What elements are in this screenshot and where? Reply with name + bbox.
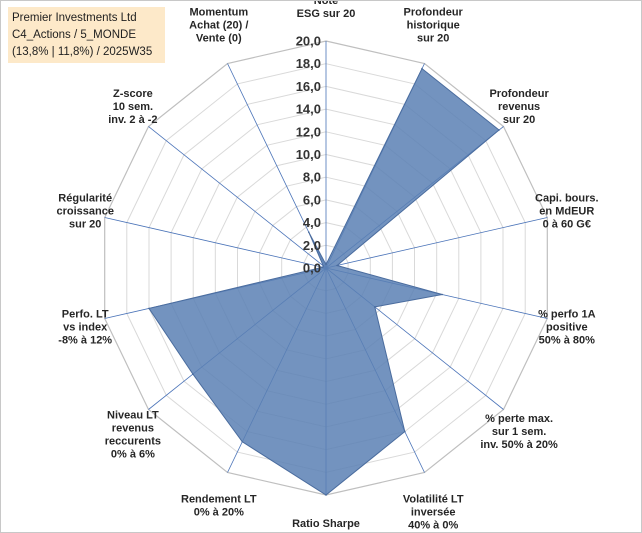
radar-tick-labels: 0,0 2,0 4,0 6,0 8,0 10,0 12,0 14,0 16,0 18,0 20,0 (296, 34, 321, 276)
category-label-1-line-0: Profondeur (404, 7, 464, 19)
category-label-9-line-0: Niveau LT (107, 409, 159, 421)
category-label-0: Note ESG sur 20 (297, 1, 356, 20)
category-label-13: Momentum Achat (20) / Vente (0) (189, 7, 248, 45)
tick-label-7: 14,0 (296, 102, 321, 117)
category-label-6-line-0: Volatilité LT (403, 494, 464, 506)
data-point-3 (336, 264, 338, 267)
spoke-12 (148, 126, 327, 269)
tick-label-3: 6,0 (303, 192, 321, 207)
category-label-11: Régularité croissance sur 20 (56, 193, 113, 231)
tick-label-1: 2,0 (303, 238, 321, 253)
category-label-9-line-1: revenus (112, 422, 154, 434)
category-label-2-line-0: Profondeur (489, 88, 549, 100)
category-label-8: Rendement LT 0% à 20% (181, 494, 257, 519)
spoke-11 (104, 217, 327, 269)
category-label-12-line-0: Z-score (113, 88, 153, 100)
category-label-2-line-1: revenus (498, 101, 540, 113)
data-point-11 (321, 266, 324, 269)
data-point-13 (308, 231, 310, 233)
category-label-11-line-0: Régularité (58, 193, 112, 205)
tick-label-9: 18,0 (296, 56, 321, 71)
data-point-9 (192, 373, 194, 375)
category-label-13-line-1: Achat (20) / (189, 20, 248, 32)
category-label-0-line-0: Note (314, 1, 338, 7)
category-label-1: Profondeur historique sur 20 (404, 7, 464, 45)
title-line-3: (13,8% | 11,8%) / 2025W35 (12, 46, 153, 58)
data-point-1 (421, 67, 423, 70)
category-label-12-line-1: 10 sem. (113, 101, 153, 113)
category-label-3: Capi. bours. en MdEUR 0 à 60 G€ (535, 193, 599, 231)
category-label-12: Z-score 10 sem. inv. 2 à -2 (108, 88, 157, 126)
radar-series (148, 67, 500, 496)
category-label-10-line-0: Perfo. LT (62, 309, 109, 321)
data-point-5 (374, 306, 376, 308)
category-label-2: Profondeur revenus sur 20 (489, 88, 549, 126)
tick-label-2: 4,0 (303, 215, 321, 230)
category-label-10: Perfo. LT vs index -8% à 12% (58, 309, 112, 347)
tick-label-5: 10,0 (296, 147, 321, 162)
title-line-1: Premier Investments Ltd (12, 12, 137, 24)
category-label-7: Ratio Sharpe0 à 1 (292, 518, 360, 532)
category-label-10-line-2: -8% à 12% (58, 335, 112, 347)
category-label-3-line-2: 0 à 60 G€ (543, 219, 591, 231)
category-label-11-line-2: sur 20 (69, 219, 101, 231)
category-label-9: Niveau LT revenus reccurents 0% à 6% (105, 409, 161, 460)
category-label-7-line-0: Ratio Sharpe (292, 518, 360, 530)
category-label-5-line-1: sur 1 sem. (492, 426, 546, 438)
category-label-4-line-0: % perfo 1A (538, 309, 596, 321)
category-label-4: % perfo 1A positive 50% à 80% (538, 309, 596, 347)
category-label-10-line-1: vs index (63, 322, 108, 334)
category-label-13-line-2: Vente (0) (196, 33, 242, 45)
category-label-12-line-2: inv. 2 à -2 (108, 114, 157, 126)
category-label-6: Volatilité LT inversée 40% à 0% (403, 494, 464, 532)
category-label-8-line-1: 0% à 20% (194, 507, 244, 519)
tick-label-6: 12,0 (296, 124, 321, 139)
data-point-10 (148, 307, 150, 310)
category-label-8-line-0: Rendement LT (181, 494, 257, 506)
category-label-6-line-1: inversée (411, 507, 456, 519)
tick-label-10: 20,0 (296, 34, 321, 49)
category-label-3-line-1: en MdEUR (539, 206, 594, 218)
data-point-0 (325, 263, 327, 266)
tick-label-8: 16,0 (296, 79, 321, 94)
category-label-5-line-0: % perte max. (485, 413, 553, 425)
spoke-3 (325, 217, 548, 269)
data-point-4 (441, 293, 444, 296)
category-label-13-line-0: Momentum (189, 7, 248, 19)
category-label-6-line-2: 40% à 0% (408, 520, 458, 532)
data-point-6 (404, 430, 406, 433)
category-label-1-line-2: sur 20 (417, 33, 449, 45)
title-line-2: C4_Actions / 5_MONDE (12, 29, 136, 41)
category-label-5: % perte max. sur 1 sem. inv. 50% à 20% (480, 413, 558, 451)
tick-label-0: 0,0 (303, 261, 321, 276)
data-point-8 (241, 441, 244, 443)
category-label-2-line-2: sur 20 (503, 114, 535, 126)
category-label-9-line-3: 0% à 6% (111, 448, 155, 460)
category-label-4-line-1: positive (546, 322, 588, 334)
data-point-2 (498, 129, 500, 131)
category-label-0-line-1: ESG sur 20 (297, 8, 356, 20)
tick-label-4: 8,0 (303, 170, 321, 185)
category-label-11-line-1: croissance (56, 206, 113, 218)
category-label-1-line-1: historique (407, 20, 460, 32)
category-label-9-line-2: reccurents (105, 435, 161, 447)
category-label-7-line-1: 0 à 1 (314, 531, 338, 532)
category-label-3-line-0: Capi. bours. (535, 193, 599, 205)
radar-category-labels: Note ESG sur 20 Profondeur historique sur 20… (56, 1, 598, 532)
chart-title-box: Premier Investments Ltd C4_Actions / 5_M… (8, 7, 165, 63)
category-label-5-line-2: inv. 50% à 20% (480, 439, 558, 451)
category-label-4-line-2: 50% à 80% (539, 335, 595, 347)
data-point-12 (322, 265, 325, 267)
data-point-7 (325, 494, 327, 496)
